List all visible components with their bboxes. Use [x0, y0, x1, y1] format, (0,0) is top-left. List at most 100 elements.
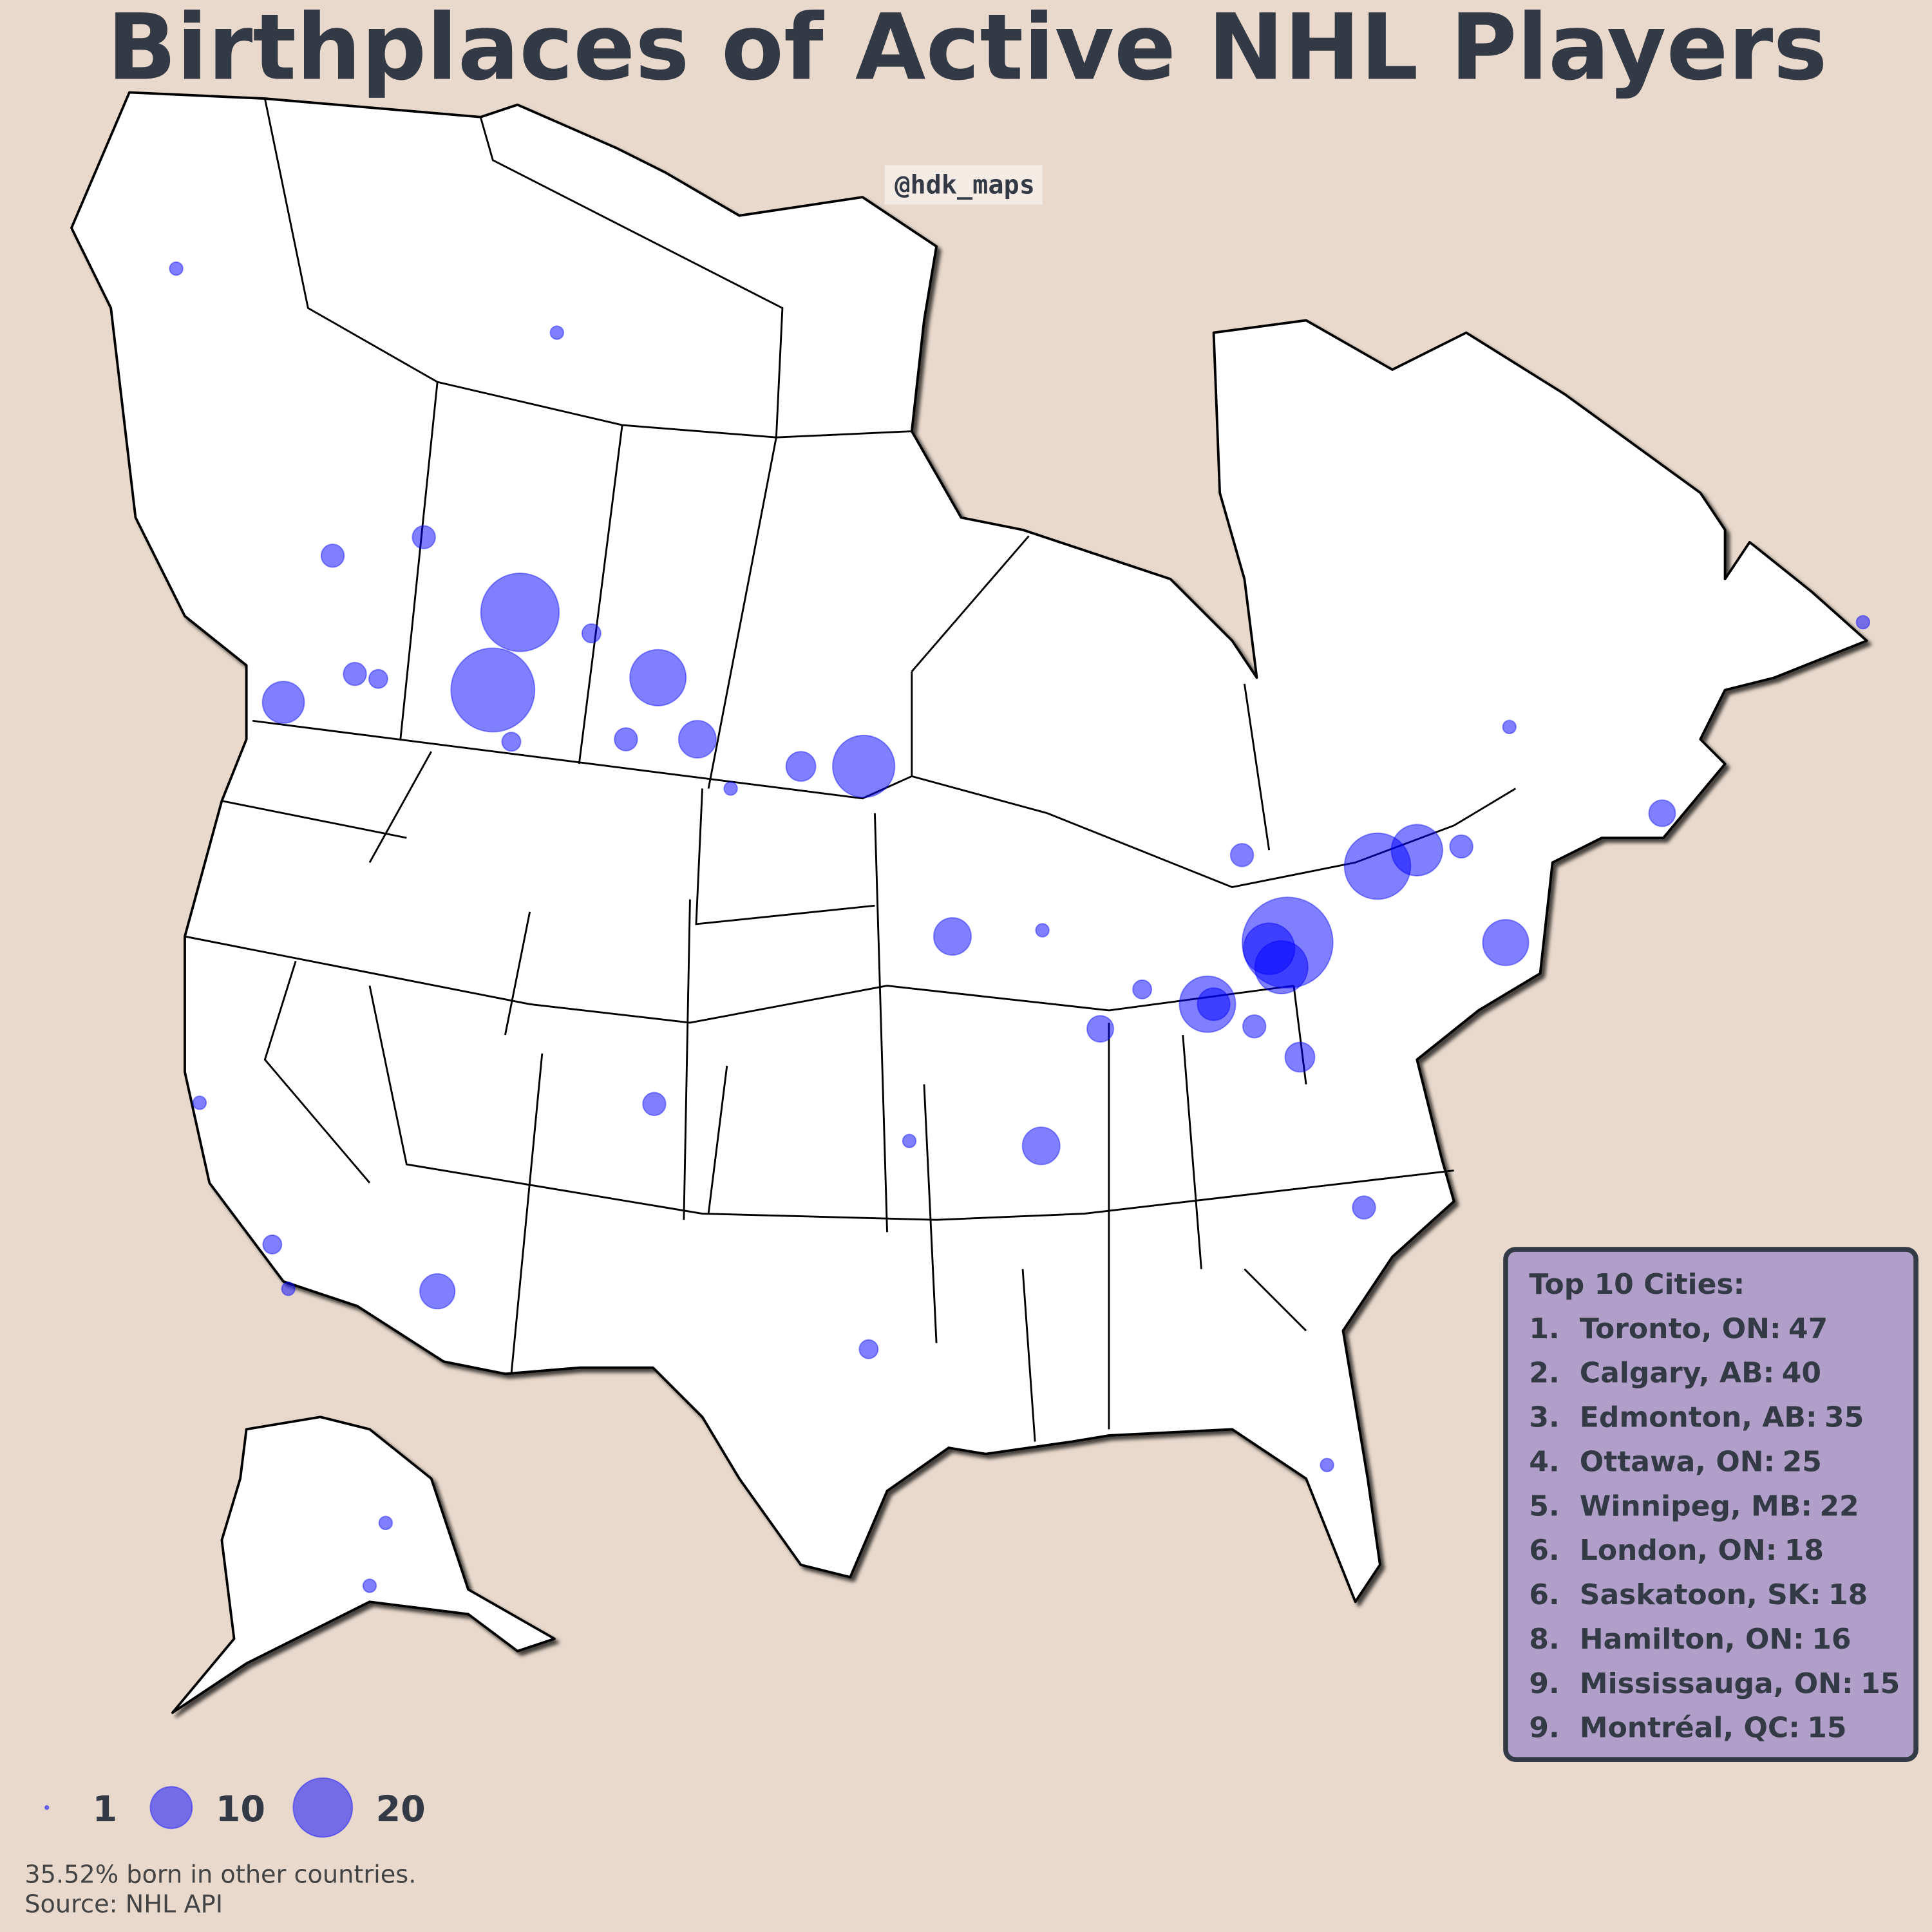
city-count: 35 — [1824, 1401, 1864, 1434]
city-entry: Edmonton, AB: 35 — [1580, 1401, 1864, 1434]
city-bubble — [412, 525, 436, 549]
city-count: 16 — [1812, 1623, 1851, 1656]
city-name: Mississauga, ON: — [1580, 1667, 1853, 1700]
bubbles — [169, 261, 1871, 1593]
city-bubble — [677, 719, 717, 759]
city-count: 40 — [1782, 1357, 1821, 1390]
rank: 3. — [1529, 1401, 1559, 1434]
top-cities-title: Top 10 Cities: — [1529, 1268, 1745, 1301]
rank: 6. — [1529, 1578, 1559, 1611]
city-bubble — [858, 1339, 879, 1359]
rank: 9. — [1529, 1667, 1559, 1700]
alaska — [171, 1416, 556, 1714]
title: Birthplaces of Active NHL Players — [107, 0, 1827, 100]
city-entry: Saskatoon, SK: 18 — [1580, 1578, 1868, 1611]
city-bubble — [933, 917, 972, 956]
city-bubble — [1229, 843, 1255, 867]
city-name: Saskatoon, SK: — [1580, 1578, 1821, 1611]
city-bubble — [549, 325, 565, 340]
city-bubble — [1320, 1457, 1334, 1473]
city-bubble — [320, 544, 345, 568]
city-bubble — [723, 781, 738, 796]
city-bubble — [1242, 1014, 1267, 1039]
rank: 5. — [1529, 1490, 1559, 1522]
city-bubble — [419, 1273, 456, 1310]
city-bubble — [902, 1133, 917, 1148]
city-bubble — [450, 647, 536, 733]
size-legend-label: 10 — [216, 1789, 265, 1830]
city-name: Montréal, QC: — [1580, 1712, 1800, 1745]
rank: 9. — [1529, 1712, 1559, 1745]
city-bubble — [1352, 1195, 1376, 1220]
city-bubble — [1021, 1126, 1061, 1166]
city-bubble — [1284, 1041, 1316, 1073]
city-count: 25 — [1783, 1445, 1822, 1478]
city-bubble — [1035, 923, 1050, 938]
city-bubble — [192, 1095, 207, 1110]
rank: 2. — [1529, 1357, 1559, 1390]
basemap — [70, 91, 1868, 1714]
rank: 1. — [1529, 1312, 1559, 1345]
city-name: London, ON: — [1580, 1534, 1777, 1567]
city-bubble — [169, 261, 184, 276]
city-count: 47 — [1788, 1312, 1828, 1345]
city-bubble — [1648, 799, 1676, 828]
city-bubble — [1132, 979, 1153, 999]
city-bubble — [785, 751, 817, 782]
rank: 8. — [1529, 1623, 1559, 1656]
city-bubble — [614, 727, 638, 752]
watermark: @hdk_maps — [895, 170, 1035, 200]
rank: 4. — [1529, 1445, 1559, 1478]
state-borders — [184, 751, 1454, 1442]
city-bubble — [1449, 834, 1473, 859]
city-bubble — [1197, 987, 1231, 1021]
city-bubble — [480, 573, 560, 652]
size-legend-bubble — [292, 1777, 354, 1838]
source: Source: NHL API — [24, 1889, 223, 1918]
city-name: Calgary, AB: — [1580, 1357, 1774, 1390]
city-count: 22 — [1819, 1490, 1859, 1522]
city-name: Edmonton, AB: — [1580, 1401, 1817, 1434]
city-bubble — [1855, 614, 1871, 630]
city-count: 15 — [1807, 1712, 1846, 1745]
city-bubble — [1086, 1015, 1115, 1043]
size-legend-label: 20 — [376, 1789, 426, 1830]
city-name: Winnipeg, MB: — [1580, 1490, 1812, 1522]
city-entry: Mississauga, ON: 15 — [1580, 1667, 1900, 1700]
city-bubble — [642, 1092, 667, 1117]
top-cities-box — [1503, 1247, 1918, 1762]
city-bubble — [1390, 824, 1444, 876]
watermark-bg — [884, 165, 1043, 205]
city-bubble — [1502, 719, 1517, 735]
province-borders — [263, 98, 1271, 851]
city-count: 18 — [1828, 1578, 1868, 1611]
city-name: Ottawa, ON: — [1580, 1445, 1775, 1478]
city-bubble — [261, 681, 305, 724]
city-name: Hamilton, ON: — [1580, 1623, 1804, 1656]
city-entry: Montréal, QC: 15 — [1580, 1712, 1847, 1745]
city-entry: Ottawa, ON: 25 — [1580, 1445, 1822, 1478]
city-bubble — [343, 661, 367, 687]
size-legend: 1 10 20 — [44, 1777, 426, 1838]
city-bubble — [378, 1515, 393, 1531]
city-bubble — [501, 732, 522, 752]
size-legend-label: 1 — [92, 1789, 117, 1830]
land — [70, 91, 1868, 1604]
city-count: 15 — [1861, 1667, 1900, 1700]
city-entry: London, ON: 18 — [1580, 1534, 1824, 1567]
city-bubble — [832, 734, 896, 799]
city-bubble — [362, 1578, 377, 1593]
note: 35.52% born in other countries. — [24, 1860, 416, 1889]
city-bubble — [581, 623, 601, 643]
city-entry: Winnipeg, MB: 22 — [1580, 1490, 1859, 1522]
city-entry: Calgary, AB: 40 — [1580, 1357, 1821, 1390]
city-name: Toronto, ON: — [1580, 1312, 1781, 1345]
city-entry: Toronto, ON: 47 — [1580, 1312, 1828, 1345]
city-count: 18 — [1785, 1534, 1824, 1567]
city-bubble — [281, 1282, 296, 1296]
city-bubble — [1482, 919, 1530, 967]
rank: 6. — [1529, 1534, 1559, 1567]
city-bubble — [262, 1234, 283, 1255]
city-bubble — [1242, 922, 1296, 975]
